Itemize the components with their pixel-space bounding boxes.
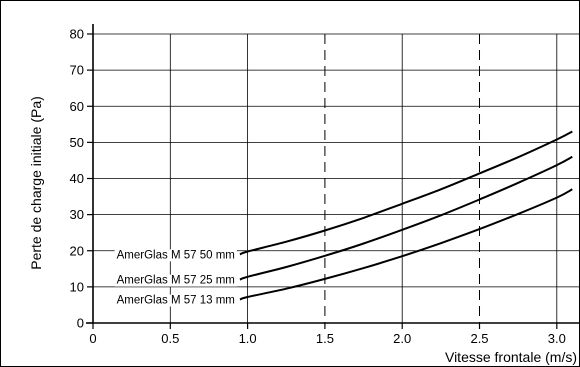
y-tick-label-30: 30 (70, 207, 84, 222)
x-tick-label-1.0: 1.0 (239, 331, 257, 346)
label-layer: 0 10 20 30 40 50 60 70 80 0 0.5 1.0 1.5 2.0 2.5 3.0 Amer… (70, 27, 566, 347)
x-tick-label-1.5: 1.5 (316, 331, 334, 346)
x-tick-label-2.0: 2.0 (393, 331, 411, 346)
series-label-2: AmerGlas M 57 25 mm (117, 275, 235, 287)
y-tick-label-70: 70 (70, 63, 84, 78)
y-axis-title: Perte de charge initiale (Pa) (28, 96, 44, 270)
y-tick-label-20: 20 (70, 243, 84, 258)
x-tick-label-3.0: 3.0 (548, 331, 566, 346)
y-tick-label-0: 0 (77, 316, 84, 331)
series-line-3 (239, 188, 573, 301)
series-line-1 (239, 130, 573, 256)
series-label-3: AmerGlas M 57 13 mm (117, 295, 235, 307)
y-tick-label-50: 50 (70, 135, 84, 150)
y-tick-label-10: 10 (70, 279, 84, 294)
series-line-2 (239, 155, 573, 281)
y-tick-label-60: 60 (70, 99, 84, 114)
series-label-background-1 (114, 249, 237, 262)
series-label-1: AmerGlas M 57 50 mm (117, 249, 235, 261)
curve-layer (239, 130, 573, 301)
series-label-background-2 (114, 274, 237, 287)
y-tick-label-80: 80 (70, 27, 84, 42)
axis-layer (86, 24, 580, 329)
x-tick-label-0.5: 0.5 (161, 331, 179, 346)
x-tick-label-0: 0 (89, 331, 96, 346)
series-label-background-3 (114, 294, 237, 307)
x-tick-label-2.5: 2.5 (470, 331, 488, 346)
grid-layer (93, 33, 580, 323)
y-tick-label-40: 40 (70, 171, 84, 186)
x-axis-title: Vitesse frontale (m/s) (445, 349, 577, 365)
